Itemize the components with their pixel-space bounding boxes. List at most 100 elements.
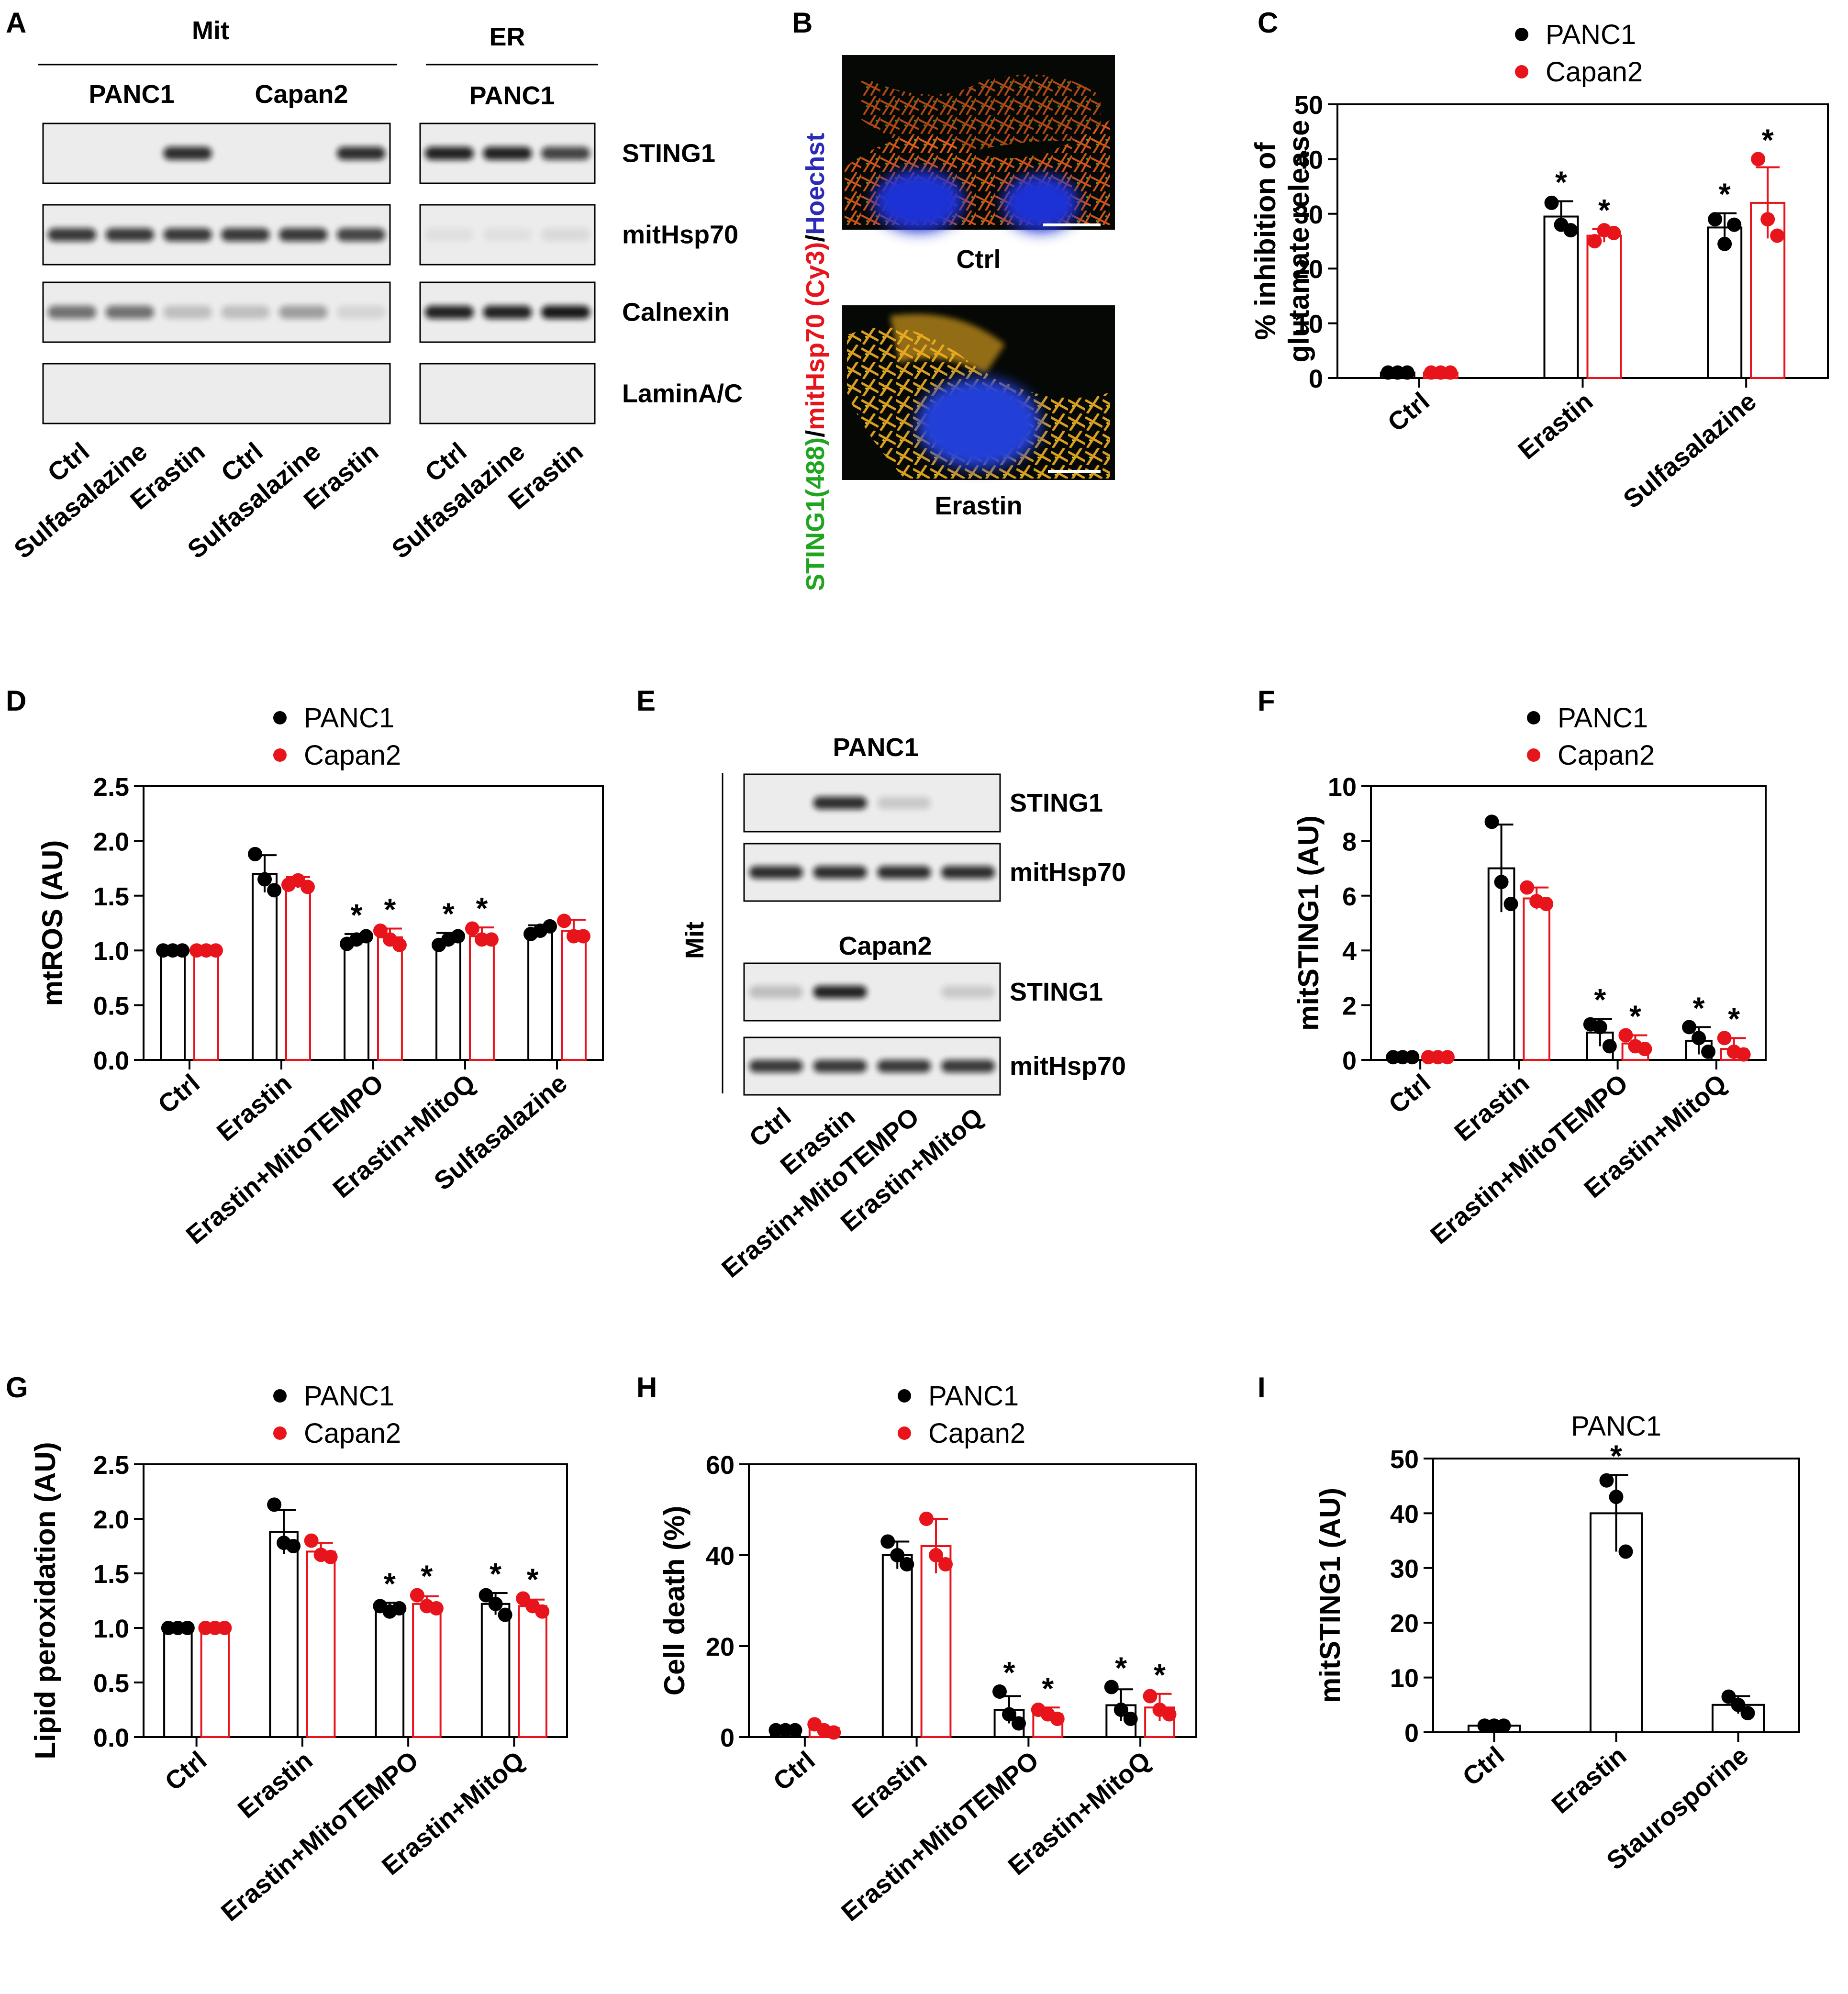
chart-f-ytick-label-5: 8 bbox=[1342, 827, 1357, 856]
chart-d-point-s2-c3-1 bbox=[373, 924, 388, 938]
chart-g-bar-s1-c1 bbox=[163, 1627, 193, 1738]
chart-h-point-s1-c4-3 bbox=[1123, 1712, 1138, 1726]
chart-c: 0 10 20 30 40 50 % inhibition of glutamate rele… bbox=[1249, 19, 1829, 514]
blot-a-mit-row-2-band-1 bbox=[47, 228, 97, 242]
chart-f-legend-marker-1 bbox=[1527, 711, 1540, 724]
chart-g-point-s2-c4-3 bbox=[535, 1604, 550, 1619]
chart-d-bar-s2-c1 bbox=[193, 949, 219, 1061]
chart-d-legend-label-1: PANC1 bbox=[304, 702, 394, 734]
blot-a-er-label: ER bbox=[489, 22, 525, 51]
chart-c-legend-label-1: PANC1 bbox=[1546, 19, 1636, 50]
panel-letter-b: B bbox=[792, 7, 813, 39]
micrograph-ctrl-caption: Ctrl bbox=[957, 245, 1001, 274]
blot-a: Mit ER PANC1 Capan2 PANC1 STING1 mitHsp70… bbox=[9, 16, 743, 564]
chart-g-plot-frame bbox=[143, 1463, 568, 1738]
chart-c-ylabel-2: glutamate release bbox=[1283, 120, 1315, 363]
blot-e-group-2-row-2-band-4 bbox=[941, 1059, 995, 1073]
chart-f-point-s1-c2-3 bbox=[1503, 896, 1518, 911]
blot-a-mit-row-3-band-2 bbox=[105, 305, 154, 319]
chart-g-legend-label-1: PANC1 bbox=[304, 1381, 394, 1412]
chart-g-xtick-label-3: Erastin+MitoTEMPO bbox=[216, 1746, 424, 1927]
chart-i-title: PANC1 bbox=[1571, 1411, 1661, 1442]
image-b-y-label: STING1(488)/mitHsp70 (Cy3)/Hoechst bbox=[801, 133, 830, 591]
blot-a-mit-row-3-band-3 bbox=[163, 305, 212, 319]
chart-f-sig-s1-c4: * bbox=[1693, 991, 1705, 1025]
blot-a-mit-row-2-band-3 bbox=[163, 228, 212, 242]
chart-h-point-s1-c4-2 bbox=[1113, 1703, 1128, 1717]
chart-c-point-s2-c3-3 bbox=[1770, 228, 1785, 243]
chart-h-ytick-label-2: 20 bbox=[706, 1633, 735, 1661]
chart-f-ytick-label-4: 6 bbox=[1342, 882, 1357, 911]
chart-f-point-s2-c3-1 bbox=[1618, 1028, 1633, 1043]
chart-d-bar-s1-c4 bbox=[435, 938, 462, 1061]
chart-f-ytick-label-3: 4 bbox=[1342, 937, 1357, 966]
blot-a-group-er-panc1: PANC1 bbox=[469, 81, 555, 110]
chart-c-xtick-label-1: Ctrl bbox=[1382, 387, 1435, 437]
chart-h-sig-s2-c4: * bbox=[1154, 1658, 1166, 1692]
chart-d-point-s2-c4-3 bbox=[484, 932, 499, 947]
chart-c-ylabel-1: % inhibition of bbox=[1249, 142, 1281, 340]
blot-e-group-1-row-2-band-2 bbox=[813, 866, 867, 879]
chart-d-ytick-label-2: 0.5 bbox=[93, 992, 129, 1021]
panel-letter-a: A bbox=[6, 7, 26, 39]
blot-a-mit-row-1-frame bbox=[42, 123, 391, 184]
chart-i-xtick-label-2: Erastin bbox=[1546, 1741, 1632, 1819]
chart-h-plot-frame bbox=[748, 1463, 1197, 1738]
chart-c-point-s1-c1-3 bbox=[1400, 365, 1414, 380]
chart-c-sig-s2-c2: * bbox=[1598, 193, 1610, 227]
blot-e-group-1-row-1-band-3 bbox=[877, 796, 931, 810]
blot-a-er-row-2-band-2 bbox=[483, 228, 532, 242]
chart-f-point-s2-c3-3 bbox=[1637, 1042, 1652, 1057]
chart-i-point-s1-c1-3 bbox=[1496, 1718, 1511, 1733]
blot-a-mit-label: Mit bbox=[192, 16, 229, 45]
chart-d-point-s2-c1-3 bbox=[208, 943, 223, 958]
chart-h-ytick-label-3: 40 bbox=[706, 1542, 735, 1571]
chart-f-plot-frame bbox=[1370, 785, 1767, 1061]
chart-d-point-s1-c3-3 bbox=[359, 929, 374, 944]
chart-f-ylabel-1: mitSTING1 (AU) bbox=[1292, 815, 1325, 1031]
chart-h-point-s1-c1-3 bbox=[788, 1723, 802, 1738]
chart-f-ytick-label-1: 0 bbox=[1342, 1047, 1357, 1075]
chart-c-legend-marker-1 bbox=[1515, 28, 1528, 41]
chart-d-legend-label-2: Capan2 bbox=[304, 740, 401, 771]
blot-e-group-1-row-2-band-3 bbox=[877, 866, 931, 879]
chart-d-point-s1-c4-3 bbox=[451, 929, 466, 944]
chart-c-bar-s1-c2 bbox=[1543, 215, 1579, 379]
chart-c-ytick-label-2: 10 bbox=[1294, 310, 1323, 339]
chart-g-bar-s2-c2 bbox=[306, 1550, 336, 1738]
chart-c-sig-s2-c3: * bbox=[1762, 123, 1774, 157]
chart-h-point-s2-c3-3 bbox=[1050, 1712, 1065, 1726]
chart-i-point-s1-c3-1 bbox=[1721, 1689, 1736, 1704]
chart-i-ytick-label-5: 40 bbox=[1390, 1500, 1419, 1528]
chart-c-point-s2-c3-1 bbox=[1751, 152, 1766, 167]
chart-g-point-s2-c2-1 bbox=[304, 1533, 319, 1548]
chart-c-point-s2-c3-2 bbox=[1760, 212, 1775, 227]
chart-h-legend-label-2: Capan2 bbox=[928, 1418, 1025, 1449]
blot-e-group-2-row-label-2: mitHsp70 bbox=[1010, 1052, 1126, 1081]
chart-g-legend-marker-2 bbox=[273, 1426, 287, 1440]
chart-f-xtick-label-2: Erastin bbox=[1449, 1069, 1535, 1147]
chart-d-ytick-label-6: 2.5 bbox=[93, 773, 129, 802]
blot-e-group-2-row-label-1: STING1 bbox=[1010, 978, 1103, 1006]
chart-d-point-s1-c2-3 bbox=[267, 883, 282, 898]
chart-g-point-s1-c4-3 bbox=[498, 1607, 512, 1622]
chart-d-xtick-label-1: Ctrl bbox=[153, 1069, 205, 1119]
chart-h-ylabel-1: Cell death (%) bbox=[658, 1506, 690, 1696]
chart-f-point-s2-c1-3 bbox=[1440, 1050, 1455, 1065]
blot-e-group-2-row-2-band-1 bbox=[749, 1059, 803, 1073]
chart-f-point-s1-c4-1 bbox=[1682, 1020, 1697, 1035]
chart-h-point-s1-c2-2 bbox=[890, 1548, 905, 1562]
chart-h-point-s2-c4-3 bbox=[1162, 1707, 1177, 1722]
chart-h-ytick-label-4: 60 bbox=[706, 1451, 735, 1480]
chart-g-point-s1-c1-3 bbox=[180, 1621, 195, 1635]
chart-h-point-s1-c3-1 bbox=[992, 1684, 1007, 1699]
chart-d-point-s1-c2-1 bbox=[248, 847, 263, 861]
chart-f-ytick-label-2: 2 bbox=[1342, 992, 1357, 1021]
chart-c-point-s1-c3-2 bbox=[1717, 236, 1732, 251]
panel-letter-c: C bbox=[1258, 7, 1278, 39]
panel-letter-e: E bbox=[636, 685, 656, 717]
blot-e-side-label: Mit bbox=[680, 922, 709, 959]
chart-f-point-s2-c2-1 bbox=[1520, 880, 1535, 895]
blot-e-group-1-row-1-frame bbox=[743, 773, 1001, 833]
